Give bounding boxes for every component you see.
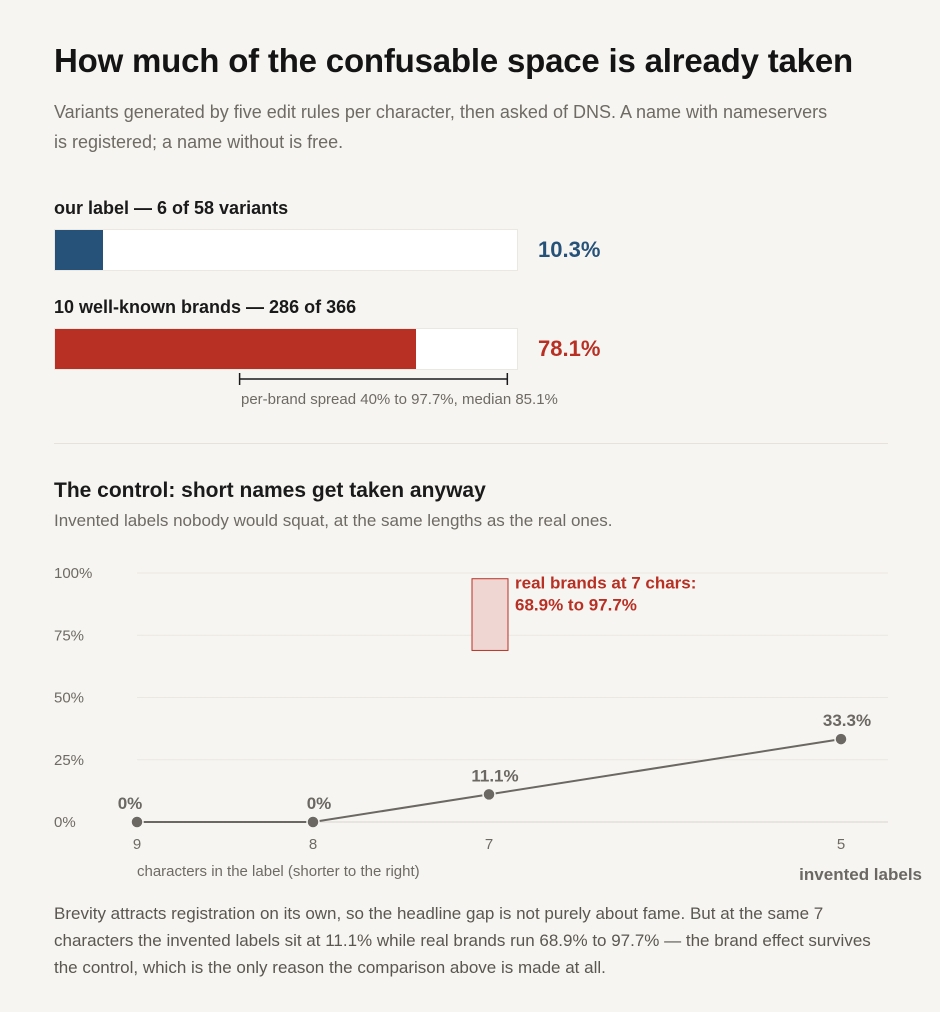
range-band-label: 68.9% to 97.7% [515,596,637,615]
spread-note: per-brand spread 40% to 97.7%, median 85… [241,391,558,408]
y-tick-label: 50% [54,690,84,707]
brands-percent: 78.1% [538,336,601,361]
brands-bar-label: 10 well-known brands — 286 of 366 [54,297,357,317]
data-point [130,815,144,829]
our-label-bar-label: our label — 6 of 58 variants [54,198,289,218]
data-point [834,732,848,746]
y-tick-label: 25% [54,752,84,769]
our-label-bar-fill [55,230,103,270]
our-label-bar-track [54,229,518,271]
y-tick-label: 75% [54,627,84,644]
control-title: The control: short names get taken anywa… [54,479,486,502]
page-subtitle: Variants generated by five edit rules pe… [54,102,828,152]
real-brands-range-band [471,578,509,651]
control-subtitle: Invented labels nobody would squat, at t… [54,511,613,530]
x-tick-label: 8 [309,836,317,853]
page-title: How much of the confusable space is alre… [54,42,853,79]
y-tick-label: 100% [54,565,92,582]
section-divider [54,443,888,444]
range-band-label: real brands at 7 chars: [515,574,696,593]
data-point [306,815,320,829]
x-tick-label: 7 [485,836,493,853]
y-tick-label: 0% [54,814,76,831]
brands-bar-track [54,328,518,370]
brands-bar-fill [55,329,416,369]
x-tick-label: 5 [837,836,845,853]
data-label: 0% [118,794,143,813]
x-axis-label: characters in the label (shorter to the … [137,863,420,880]
data-label: 0% [307,794,332,813]
data-label: 33.3% [823,711,871,730]
x-tick-label: 9 [133,836,141,853]
series-line [137,738,842,823]
control-line-chart: 0% 25% 50% 75% 100% 9 8 7 5 characters in the lab… [54,565,922,884]
data-point [482,787,496,802]
footer-note: Brevity attracts registration on its own… [54,904,871,977]
our-label-percent: 10.3% [538,237,601,262]
data-label: 11.1% [471,766,518,785]
series-name-label: invented labels [799,865,922,884]
